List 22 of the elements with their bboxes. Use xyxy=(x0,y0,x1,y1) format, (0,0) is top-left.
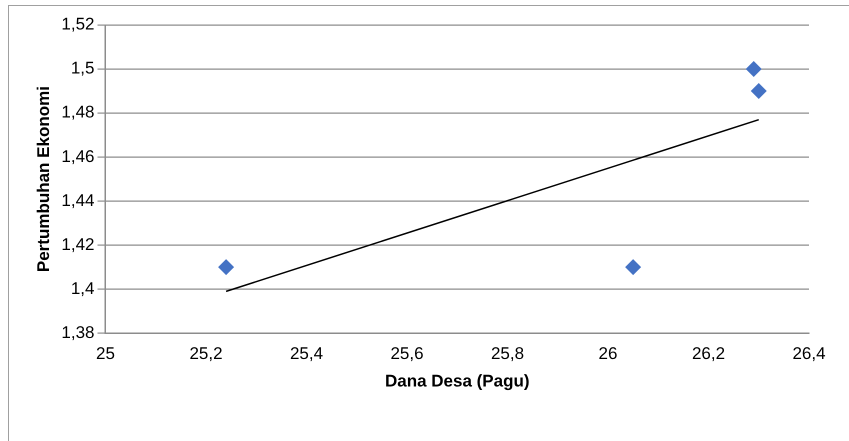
point xyxy=(625,259,642,276)
y-tick-label: 1,46 xyxy=(61,146,94,166)
point xyxy=(746,61,762,78)
point xyxy=(750,83,767,100)
y-tick-label: 1,5 xyxy=(70,58,94,78)
x-tick-label: 26,4 xyxy=(792,344,826,364)
x-tick-label: 25 xyxy=(96,344,115,364)
y-tick-label: 1,4 xyxy=(70,278,94,298)
x-tick-label: 25,2 xyxy=(189,344,223,364)
x-tick-label: 25,6 xyxy=(390,344,424,364)
x-tick-label: 25,4 xyxy=(290,344,324,364)
x-tick-label: 26,2 xyxy=(692,344,726,364)
y-tick-label: 1,38 xyxy=(61,322,94,342)
y-tick-label: 1,42 xyxy=(61,234,94,254)
y-tick-label: 1,48 xyxy=(61,102,94,122)
x-tick-label: 26 xyxy=(598,344,618,364)
point xyxy=(218,259,234,276)
x-axis-title: Dana Desa (Pagu) xyxy=(384,371,530,390)
x-tick-label: 25,8 xyxy=(490,344,524,364)
y-tick-label: 1,52 xyxy=(61,14,94,34)
y-tick-label: 1,44 xyxy=(61,190,94,210)
y-axis-title: Pertumbuhan Ekonomi xyxy=(34,86,53,272)
